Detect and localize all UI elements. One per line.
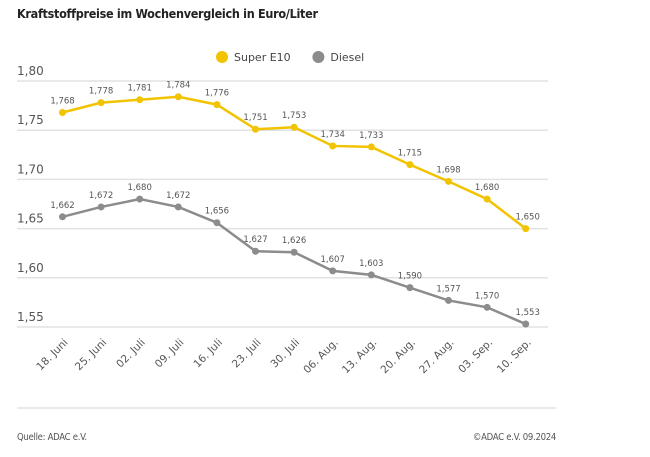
chart-title: Kraftstoffpreise im Wochenvergleich in E… (17, 6, 318, 21)
data-label: 1,753 (282, 111, 306, 121)
y-tick-label: 1,75 (17, 113, 44, 127)
data-label: 1,680 (475, 183, 499, 193)
data-label: 1,656 (205, 207, 229, 217)
y-tick-label: 1,70 (17, 162, 44, 176)
x-tick-label: 23. Juli (230, 337, 264, 371)
data-label: 1,590 (398, 272, 422, 282)
data-point (483, 303, 491, 311)
y-tick-label: 1,55 (17, 310, 44, 324)
data-point (406, 284, 414, 292)
x-tick-label: 25. Juni (73, 337, 109, 373)
data-label: 1,603 (359, 259, 383, 269)
data-point (522, 320, 530, 328)
data-point (252, 125, 259, 133)
x-tick-label: 13. Aug. (340, 337, 380, 377)
x-tick-label: 03. Sep. (456, 337, 495, 376)
legend-label: Super E10 (234, 51, 291, 64)
data-label: 1,577 (436, 284, 460, 294)
source-note: Quelle: ADAC e.V. (17, 432, 87, 443)
data-point (174, 93, 182, 101)
data-label: 1,680 (128, 183, 152, 193)
data-point (97, 203, 105, 211)
data-point (136, 96, 144, 104)
x-tick-label: 02. Juli (114, 337, 148, 371)
legend-marker (312, 51, 325, 63)
data-point (213, 219, 221, 227)
data-point (367, 271, 375, 279)
legend-marker (216, 51, 228, 63)
data-point (174, 203, 182, 211)
data-label: 1,698 (436, 165, 460, 175)
data-label: 1,768 (50, 96, 74, 106)
data-point (97, 99, 105, 107)
data-point (445, 177, 452, 185)
data-label: 1,751 (243, 113, 267, 123)
data-label: 1,626 (282, 236, 306, 246)
x-tick-label: 10. Sep. (495, 337, 534, 376)
x-tick-label: 09. Juli (153, 337, 187, 371)
data-point (59, 108, 66, 116)
data-label: 1,553 (516, 308, 540, 318)
data-point (252, 247, 259, 255)
y-tick-label: 1,65 (17, 212, 44, 226)
data-label: 1,781 (128, 84, 152, 94)
x-tick-label: 16. Juli (191, 337, 225, 371)
y-tick-label: 1,60 (17, 261, 44, 275)
data-label: 1,784 (166, 81, 190, 91)
data-point (406, 161, 414, 169)
data-point (483, 195, 491, 203)
data-label: 1,776 (205, 89, 229, 99)
x-tick-label: 20. Aug. (379, 337, 419, 377)
data-label: 1,607 (321, 255, 345, 265)
data-point (136, 195, 144, 203)
x-tick-label: 06. Aug. (301, 337, 341, 377)
x-tick-label: 27. Aug. (417, 337, 457, 377)
data-label: 1,672 (89, 191, 113, 201)
series-line-1 (62, 197, 527, 326)
y-tick-label: 1,80 (17, 64, 44, 78)
data-point (445, 296, 452, 304)
data-label: 1,715 (398, 149, 422, 159)
data-point (522, 225, 530, 233)
data-point (290, 248, 298, 256)
copyright-note: ©ADAC e.V. 09.2024 (472, 432, 556, 443)
data-label: 1,627 (243, 235, 267, 245)
data-point (367, 143, 375, 151)
data-label: 1,570 (475, 291, 499, 301)
x-tick-label: 30. Juli (269, 337, 303, 371)
data-point (59, 213, 66, 221)
data-label: 1,734 (321, 130, 345, 140)
data-label: 1,733 (359, 131, 383, 141)
legend-label: Diesel (330, 51, 364, 64)
data-label: 1,662 (50, 201, 74, 211)
x-tick-label: 18. Juni (34, 337, 70, 373)
data-label: 1,778 (89, 87, 113, 97)
data-point (290, 123, 298, 131)
data-point (213, 101, 221, 109)
data-point (329, 267, 337, 275)
data-point (329, 142, 337, 150)
data-label: 1,650 (516, 213, 540, 223)
data-label: 1,672 (166, 191, 190, 201)
